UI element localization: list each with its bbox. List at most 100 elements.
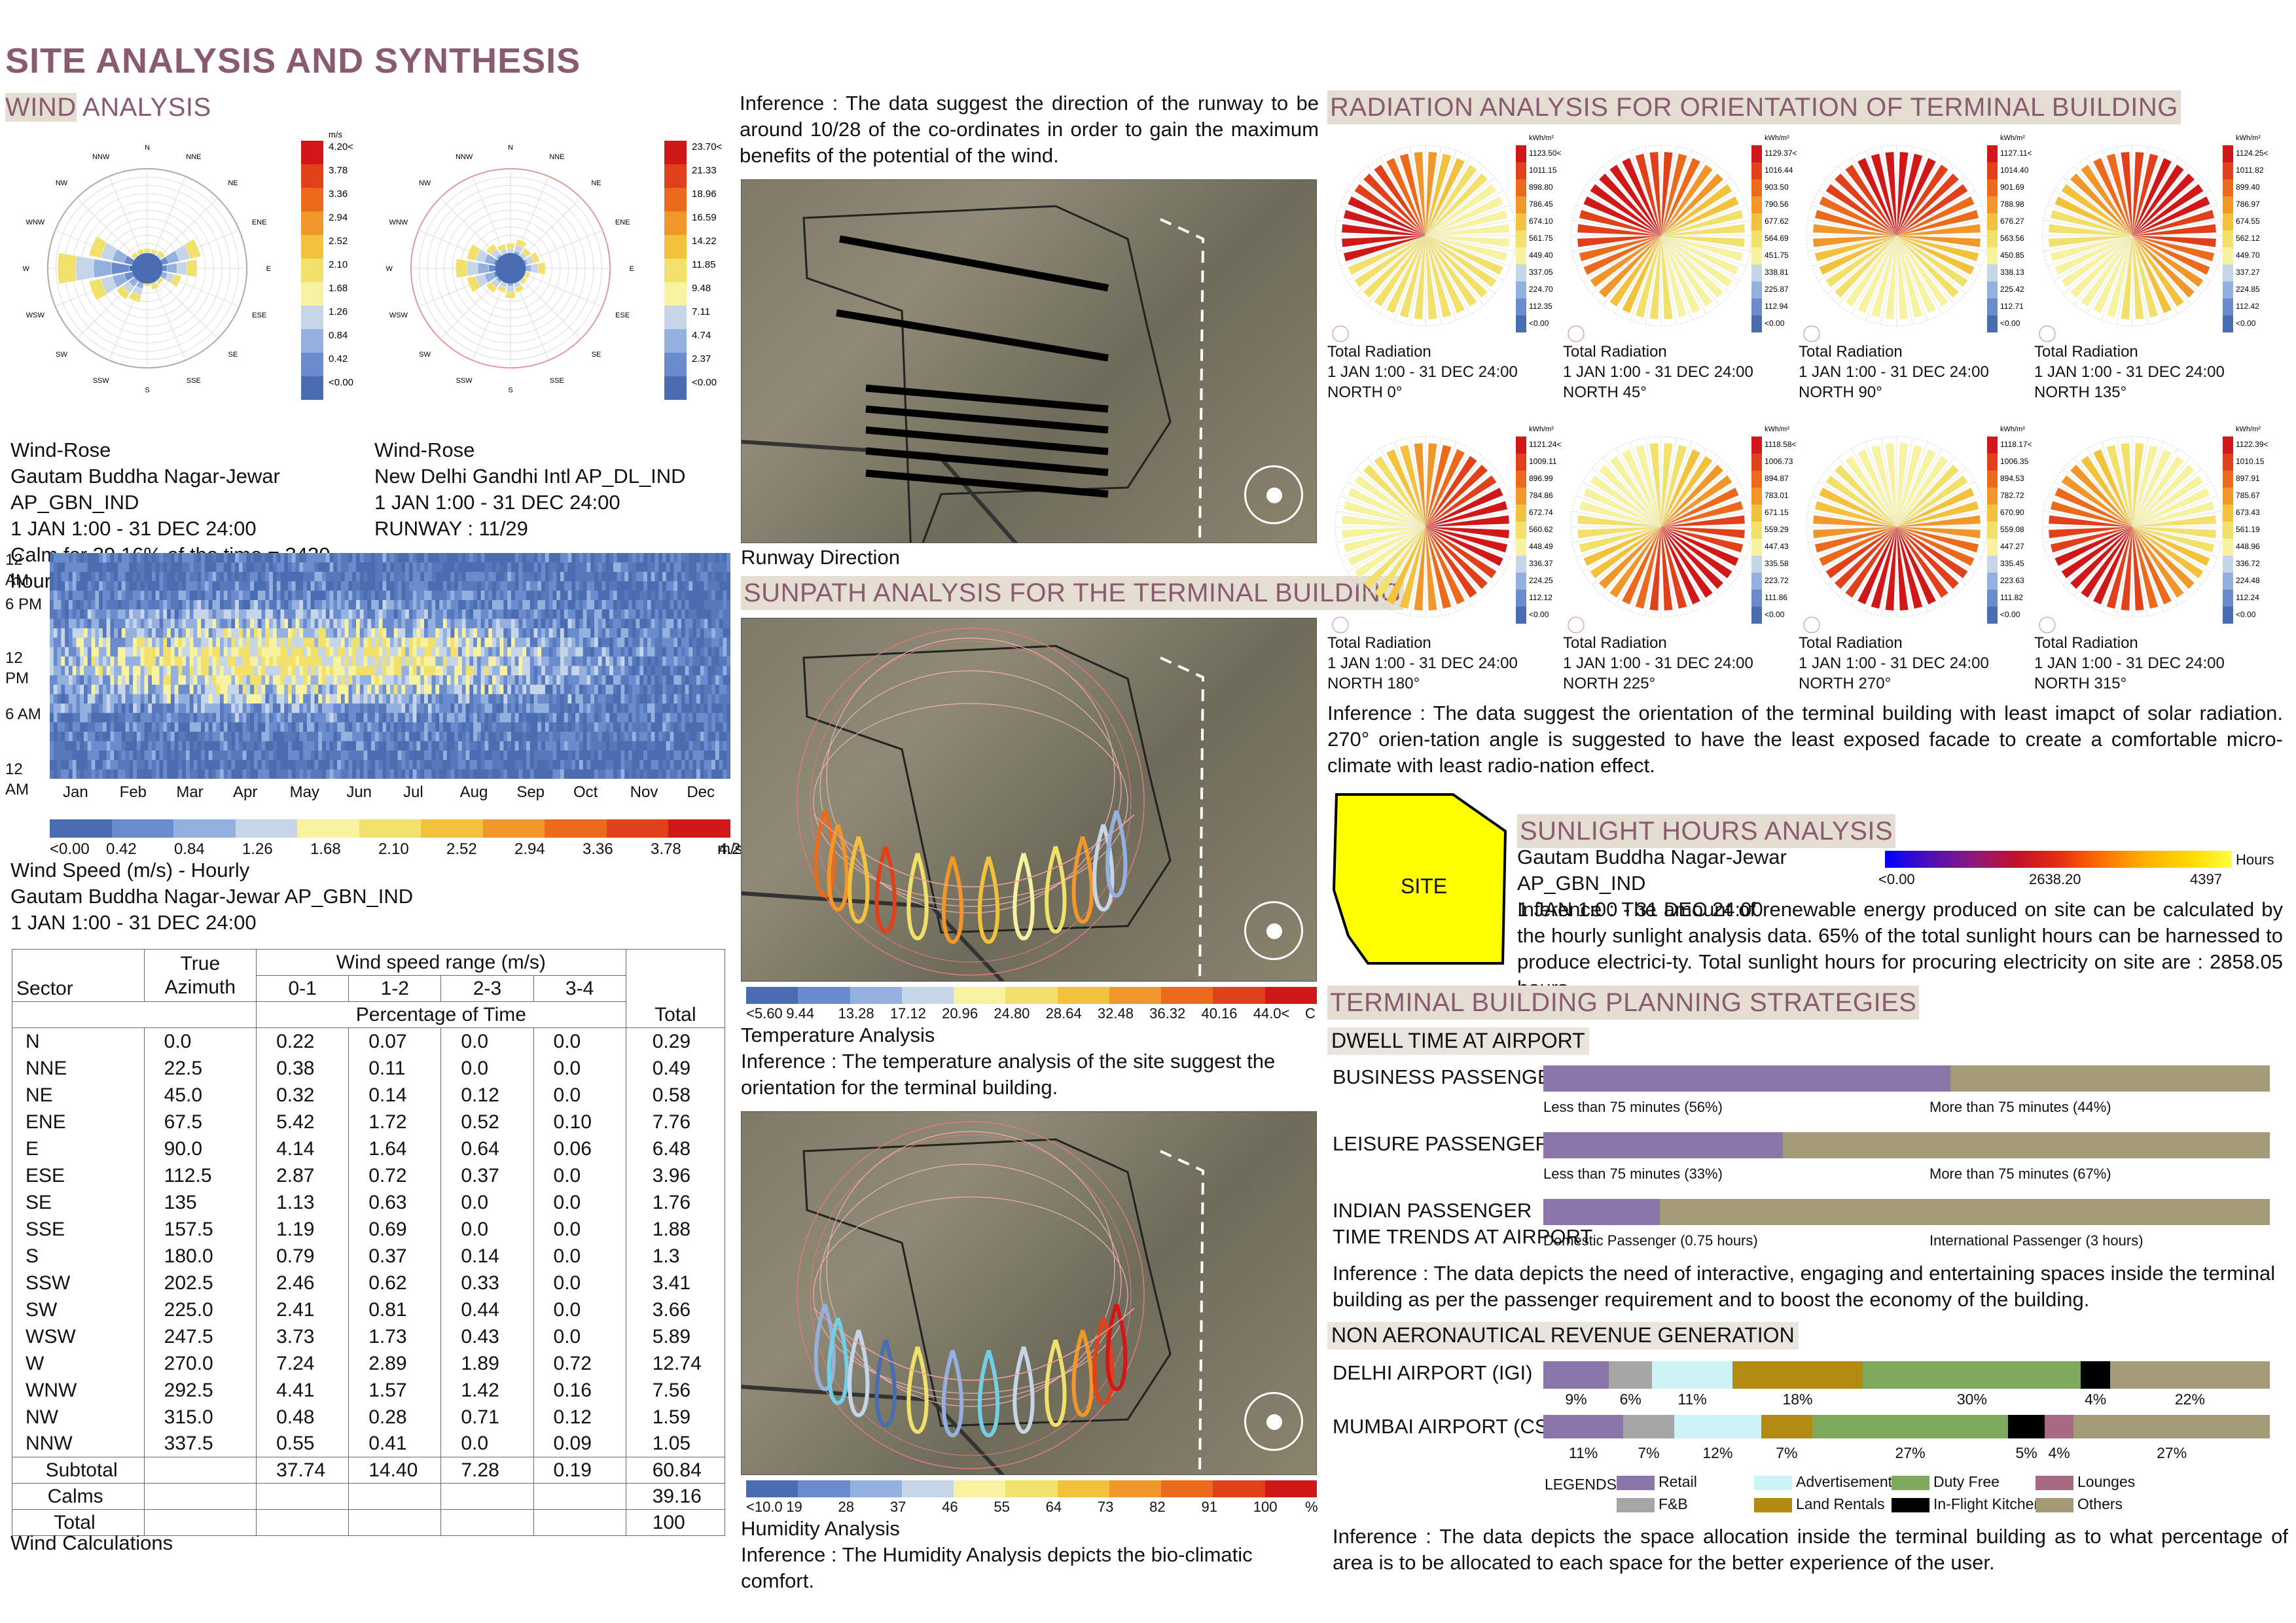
radiation-spoke — [1426, 236, 1488, 298]
radiation-unit: kWh/m² — [1765, 425, 1789, 433]
radiation-spoke — [2132, 527, 2159, 609]
radiation-scale-label: 448.96 — [2236, 542, 2260, 551]
radiation-spoke — [1897, 153, 1923, 236]
radiation-spoke — [1609, 236, 1661, 307]
radiation-spoke — [1661, 527, 1744, 553]
radiation-spoke — [1871, 444, 1897, 527]
radiation-spoke — [1649, 443, 1661, 527]
radiation-spoke — [1426, 475, 1497, 527]
legend-item: Land Rentals — [1754, 1495, 1885, 1514]
radiation-caption: Total Radiation 1 JAN 1:00 - 31 DEC 24:00… — [1327, 343, 1518, 401]
radiation-scale-label: 786.97 — [2236, 200, 2260, 209]
scale-swatch — [545, 819, 607, 838]
wind-analysis-heading: WIND ANALYSIS — [5, 93, 211, 122]
analemma — [1013, 1346, 1035, 1434]
compass-label: NE — [591, 179, 601, 187]
col-azimuth: True Azimuth — [143, 949, 257, 1002]
radiation-spoke — [1426, 449, 1465, 527]
radiation-dome: 1124.25< 1011.82 899.40 786.97 674.55 562.12 4… — [2039, 134, 2269, 342]
dwell-left-label: Domestic Passenger (0.75 hours) — [1543, 1232, 1758, 1249]
radiation-spoke — [1871, 236, 1897, 318]
rose-unit: m/s — [329, 131, 342, 139]
radiation-spoke — [1426, 236, 1509, 247]
radiation-spoke — [1399, 236, 1426, 318]
legend-item: Duty Free — [1892, 1472, 2000, 1492]
radiation-scale-label: 448.49 — [1529, 542, 1553, 551]
revenue-pct: 11% — [1677, 1391, 1707, 1408]
analemma — [874, 1339, 897, 1427]
delhi-revenue-bar — [1543, 1361, 2270, 1389]
radiation-scale-label: 785.67 — [2236, 491, 2260, 500]
dwell-bar — [1543, 1199, 2270, 1225]
radiation-scale-label: 564.69 — [1765, 234, 1789, 243]
radiation-spoke — [1426, 527, 1437, 611]
radiation-scale-label: 559.08 — [2000, 525, 2024, 534]
radiation-scale-label: 338.81 — [1765, 268, 1789, 277]
legend-item: Others — [2036, 1495, 2123, 1514]
radiation-scale-label: <0.00 — [2236, 319, 2256, 328]
analemma — [1045, 846, 1067, 934]
radiation-spoke — [1897, 515, 1981, 527]
radiation-spoke — [1354, 236, 1426, 287]
rose-scale-swatch — [301, 141, 323, 164]
radiation-spoke — [1622, 527, 1661, 605]
scale-swatch — [1109, 1480, 1162, 1497]
radiation-spoke — [1661, 164, 1713, 236]
radiation-unit: kWh/m² — [2000, 134, 2025, 142]
radiation-unit: kWh/m² — [2000, 425, 2025, 433]
scale-unit: m/s — [717, 840, 743, 858]
scale-label: 3.36 — [583, 840, 613, 858]
analemma — [1092, 1317, 1115, 1405]
scale-swatch — [606, 819, 669, 838]
scale-label: 17.12 — [889, 1005, 926, 1022]
radiation-scale-label: 788.98 — [2000, 200, 2024, 209]
rose-scale-label: 1.26 — [329, 306, 348, 317]
radiation-spoke — [2132, 475, 2204, 527]
radiation-spoke — [1426, 184, 1497, 236]
compass-label: ESE — [252, 312, 266, 319]
radiation-spoke — [2132, 236, 2159, 318]
radiation-spoke — [1897, 527, 1975, 566]
radiation-scale-label: 899.40 — [2236, 183, 2260, 192]
radiation-spoke — [1599, 465, 1661, 527]
radiation-spoke — [2132, 164, 2184, 236]
radiation-scale-label: 335.58 — [1765, 559, 1789, 568]
radiation-unit: kWh/m² — [1529, 134, 1554, 142]
radiation-spoke — [1661, 209, 1744, 236]
rose-scale-swatch — [664, 259, 687, 282]
radiation-dome: 1122.39< 1010.15 897.91 785.67 673.43 561.19 4… — [2039, 425, 2269, 633]
scale-label: 1.26 — [242, 840, 273, 858]
revenue-pct: 5% — [2015, 1444, 2037, 1461]
radiation-spoke — [2132, 465, 2195, 527]
radiation-spoke — [1897, 527, 1923, 609]
rose-scale-swatch — [301, 188, 323, 211]
dwell-bar — [1543, 1132, 2270, 1158]
radiation-spoke — [1897, 475, 1968, 527]
table-row: W 270.0 7.24 2.89 1.89 0.72 12.74 — [12, 1349, 726, 1377]
radiation-scale-label: 449.40 — [1529, 251, 1553, 260]
radiation-spoke — [1661, 515, 1745, 527]
table-row: NW 315.0 0.48 0.28 0.71 0.12 1.59 — [12, 1403, 726, 1431]
dwell-left-label: Less than 75 minutes (56%) — [1543, 1099, 1723, 1115]
runway-caption: Runway Direction — [741, 546, 900, 569]
radiation-spoke — [1897, 236, 1975, 275]
radiation-spoke — [2132, 153, 2159, 236]
radiation-spoke — [2050, 209, 2132, 236]
runway-line — [839, 235, 1109, 292]
radiation-scale-label: 451.75 — [1765, 251, 1789, 260]
compass-label: SSE — [187, 377, 201, 385]
scale-label: 0.84 — [174, 840, 205, 858]
radiation-spoke — [1897, 443, 1909, 527]
scale-swatch — [1161, 987, 1213, 1004]
radiation-scale-label: 337.05 — [1529, 268, 1553, 277]
radiation-panels: 1123.50< 1011.15 898.80 786.45 674.10 561.75 4… — [1327, 131, 2289, 707]
scale-label: 44.0< — [1253, 1005, 1290, 1022]
scale-swatch — [1265, 987, 1317, 1004]
scale-swatch — [850, 1480, 902, 1497]
radiation-scale-label: 111.82 — [2000, 593, 2023, 602]
runway-line — [836, 309, 1109, 362]
scale-swatch — [954, 1480, 1006, 1497]
radiation-scale-label: 674.10 — [1529, 217, 1553, 226]
scale-swatch — [1213, 1480, 1265, 1497]
radiation-spoke — [1363, 527, 1426, 589]
